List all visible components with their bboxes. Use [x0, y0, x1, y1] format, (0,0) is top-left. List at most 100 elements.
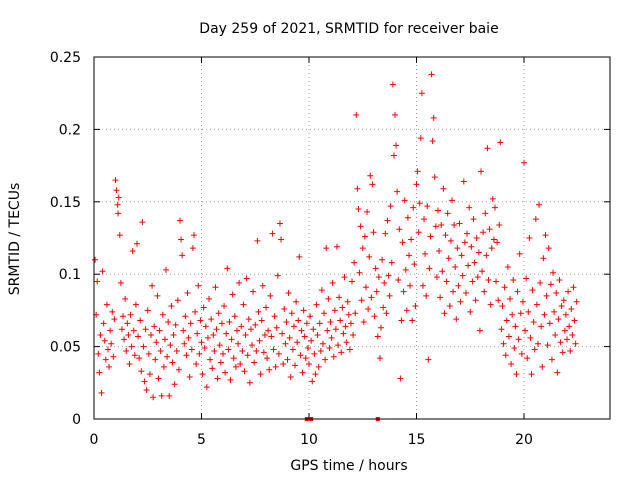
data-point — [554, 369, 561, 376]
data-point — [344, 298, 351, 305]
data-point — [416, 200, 423, 207]
axis-ticks — [93, 56, 610, 420]
data-point — [266, 366, 273, 373]
x-tick-label: 15 — [408, 432, 426, 448]
data-point — [186, 374, 193, 381]
y-tick-labels: 0 0.05 0.1 0.15 0.2 0.25 — [50, 50, 81, 428]
data-point — [284, 356, 291, 363]
data-point — [177, 217, 183, 224]
data-point — [241, 368, 248, 375]
data-point — [267, 292, 274, 299]
data-point — [210, 332, 217, 339]
data-point — [228, 336, 235, 343]
data-point — [379, 256, 386, 263]
data-point — [443, 278, 450, 285]
data-point — [505, 333, 512, 340]
data-point — [217, 359, 224, 366]
data-point — [328, 334, 335, 341]
data-point — [132, 301, 139, 308]
data-point — [315, 363, 322, 370]
data-point — [298, 327, 305, 334]
data-point — [419, 282, 426, 289]
data-point — [486, 226, 493, 233]
data-point — [270, 346, 277, 353]
data-point — [392, 111, 398, 118]
data-point — [364, 208, 371, 215]
data-point — [499, 303, 506, 310]
data-point — [306, 360, 312, 367]
data-point — [113, 187, 120, 194]
data-point — [172, 321, 179, 328]
data-point — [269, 230, 276, 237]
data-point — [279, 330, 286, 337]
data-point — [345, 311, 352, 318]
data-point — [331, 307, 338, 314]
data-point — [259, 282, 266, 289]
data-point — [394, 188, 401, 195]
data-point — [461, 239, 468, 246]
data-point — [510, 276, 517, 283]
data-point — [478, 168, 484, 175]
data-point — [104, 346, 111, 353]
data-point — [457, 298, 464, 305]
data-point — [173, 347, 180, 354]
data-point — [308, 337, 315, 344]
data-point — [244, 352, 251, 359]
data-point — [239, 347, 246, 354]
data-point — [106, 363, 113, 370]
data-point — [164, 353, 171, 360]
data-point — [480, 229, 487, 236]
data-point — [179, 252, 186, 259]
data-point — [327, 318, 334, 325]
data-point — [295, 317, 302, 324]
data-point — [359, 245, 366, 252]
data-point — [552, 332, 559, 339]
data-point — [526, 235, 533, 241]
data-point — [415, 229, 422, 236]
data-point — [155, 375, 162, 382]
data-point — [436, 248, 443, 255]
data-point — [537, 279, 544, 286]
data-point — [342, 323, 349, 330]
data-point — [286, 334, 293, 341]
data-point — [525, 308, 532, 315]
data-point — [128, 343, 135, 350]
data-point — [387, 203, 394, 210]
data-point — [519, 298, 526, 305]
data-point — [427, 233, 434, 240]
data-point — [118, 326, 125, 333]
data-point — [226, 318, 233, 325]
data-point — [396, 226, 403, 233]
data-point — [512, 323, 519, 330]
data-point — [229, 291, 236, 298]
data-point — [108, 340, 115, 347]
data-point — [165, 318, 172, 325]
data-point — [271, 313, 278, 320]
data-point — [282, 340, 289, 347]
data-point — [376, 355, 383, 362]
data-point — [513, 371, 520, 378]
data-point — [142, 326, 149, 333]
data-point — [524, 355, 531, 362]
data-point — [536, 201, 543, 208]
data-point — [355, 206, 362, 213]
data-point — [533, 301, 540, 308]
data-point — [120, 313, 127, 320]
data-point — [566, 323, 573, 330]
data-point — [538, 323, 545, 330]
data-point — [303, 320, 310, 327]
data-point — [390, 152, 397, 159]
data-point — [562, 311, 569, 318]
data-point — [504, 263, 511, 270]
data-point — [479, 268, 486, 275]
data-point — [496, 221, 503, 228]
data-point — [425, 356, 432, 363]
data-point — [531, 346, 538, 353]
data-point — [365, 305, 372, 312]
data-point — [190, 232, 197, 239]
data-point — [338, 349, 345, 356]
data-point — [199, 371, 206, 378]
data-point — [192, 308, 199, 315]
data-point — [548, 356, 555, 363]
